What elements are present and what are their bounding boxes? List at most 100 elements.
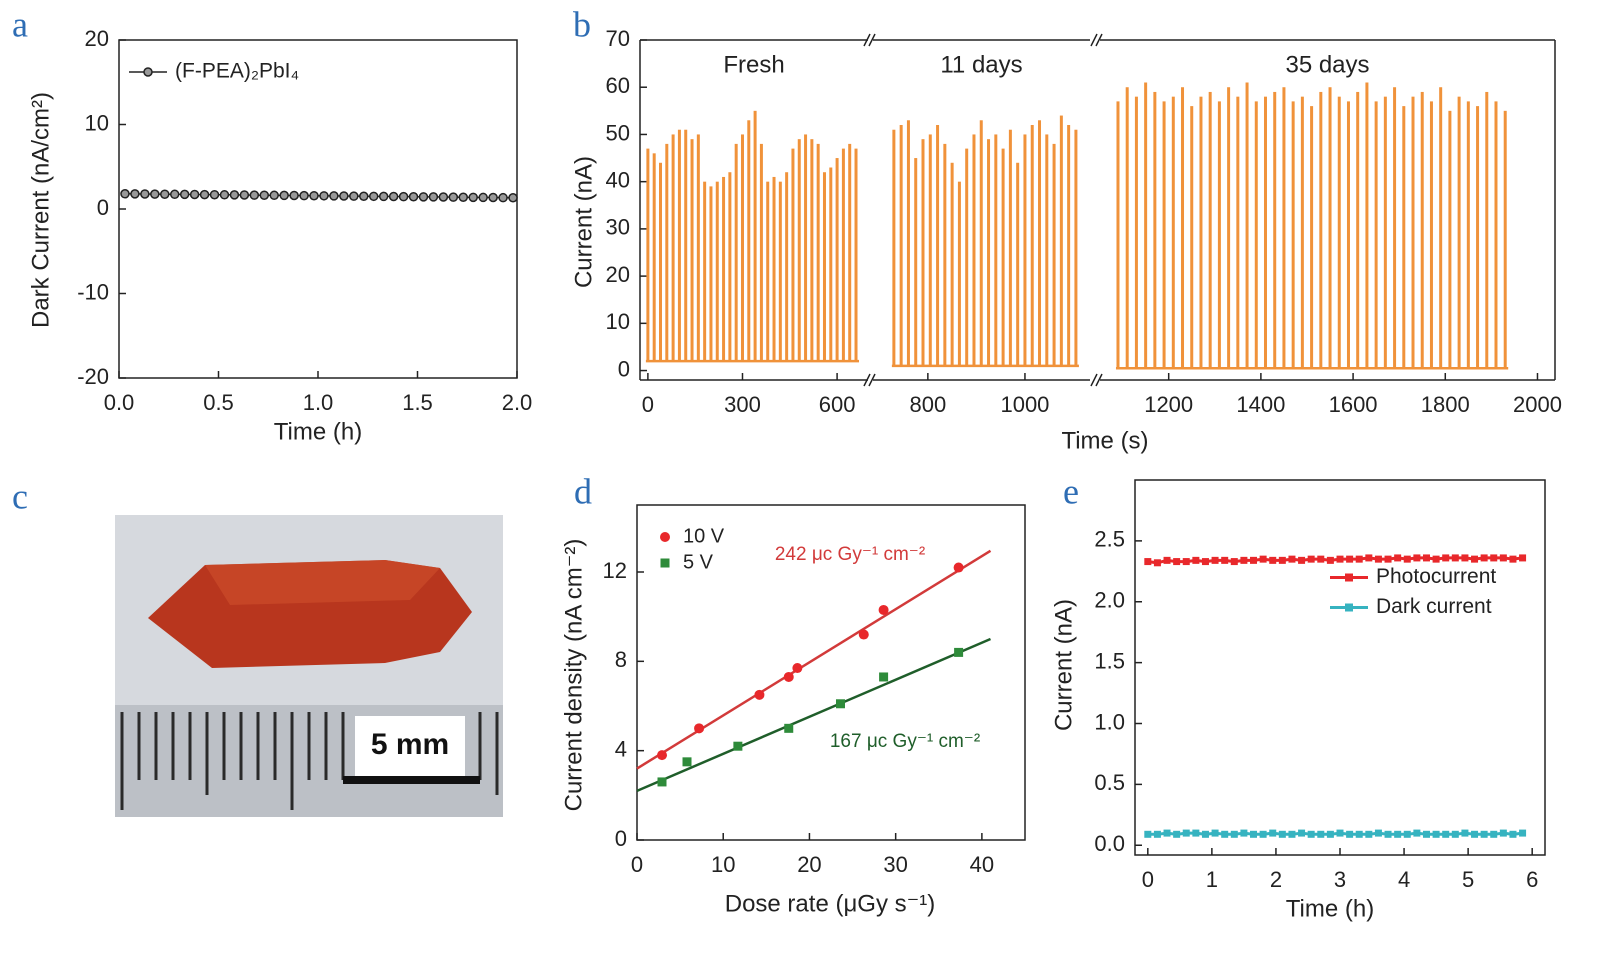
data-point	[279, 190, 289, 201]
panel-letter: b	[573, 4, 591, 44]
x-tick-label: 1800	[1421, 392, 1470, 417]
data-point	[130, 189, 140, 199]
data-point	[1480, 554, 1488, 562]
plot-frame	[118, 39, 518, 379]
x-tick-label: 4	[1398, 867, 1410, 892]
pulse	[1038, 120, 1042, 366]
data-point	[1499, 829, 1507, 837]
pulse	[1503, 110, 1507, 369]
data-point	[418, 192, 429, 202]
segment-label: 35 days	[1285, 51, 1369, 78]
data-point	[209, 189, 220, 200]
legend-label: Photocurrent	[1376, 565, 1496, 588]
data-point	[1240, 829, 1248, 837]
pulse	[785, 172, 789, 362]
pulse	[804, 134, 808, 362]
pulse	[1059, 115, 1063, 366]
data-point	[1519, 554, 1527, 562]
y-tick-label: 1.0	[1094, 709, 1125, 734]
pulse	[1208, 91, 1212, 369]
y-tick-label: 2.0	[1094, 588, 1125, 613]
data-point	[694, 723, 705, 734]
pulse	[1181, 87, 1185, 369]
pulse	[994, 134, 998, 366]
ruler-ticks	[120, 712, 499, 810]
data-point	[1201, 558, 1209, 566]
data-point	[783, 671, 794, 682]
pulse	[1291, 101, 1295, 369]
data-point	[1394, 554, 1402, 562]
data-point	[1442, 830, 1450, 838]
data-point	[682, 757, 692, 767]
data-point	[169, 189, 180, 200]
y-tick-label: 10	[85, 110, 109, 135]
data-point	[1451, 554, 1459, 562]
data-point	[179, 189, 190, 200]
axis-break	[1090, 33, 1098, 47]
data-point	[1326, 556, 1334, 564]
pulse	[1008, 129, 1012, 366]
x-tick-label: 30	[883, 852, 907, 877]
pulse	[690, 139, 694, 362]
y-axis-label: Current density (nA cm⁻²)	[560, 539, 587, 812]
pulse	[1144, 82, 1148, 369]
y-tick-label: 70	[606, 26, 630, 51]
pulse	[1134, 96, 1138, 369]
data-point	[835, 699, 845, 709]
pulse	[979, 120, 983, 366]
pulse	[684, 129, 688, 362]
data-point	[319, 191, 329, 201]
pulse	[772, 176, 776, 362]
data-point	[349, 191, 359, 201]
data-point	[1509, 830, 1517, 838]
legend-marker	[1345, 603, 1353, 612]
pulse	[778, 181, 782, 362]
plot-frame	[636, 504, 1026, 841]
data-point	[478, 192, 488, 203]
pulse	[766, 181, 770, 362]
pulse	[1402, 106, 1406, 369]
pulse	[1030, 125, 1034, 366]
pulse	[965, 148, 969, 366]
pulse	[1337, 96, 1341, 369]
data-point	[488, 192, 498, 203]
x-tick-label: 1600	[1329, 392, 1378, 417]
data-point	[1259, 830, 1267, 838]
data-point	[1422, 554, 1430, 562]
x-tick-label: 1	[1206, 867, 1218, 892]
data-point	[339, 191, 349, 201]
x-tick-label: 0	[642, 392, 654, 417]
pulse	[1190, 106, 1194, 369]
pulse	[1067, 125, 1071, 366]
y-tick-label: 12	[603, 558, 627, 583]
data-point	[1365, 830, 1373, 838]
series-line	[124, 193, 514, 199]
pulse	[671, 134, 675, 362]
pulse	[1494, 101, 1498, 369]
data-point	[1153, 559, 1161, 567]
pulse	[1217, 101, 1221, 369]
data-point	[219, 190, 230, 200]
pulse	[914, 158, 918, 366]
legend-label: 5 V	[683, 551, 714, 573]
x-tick-label: 0	[1142, 867, 1154, 892]
data-point	[508, 193, 518, 203]
y-tick-label: 1.5	[1094, 648, 1125, 673]
axis-break	[863, 33, 871, 47]
data-point	[1471, 830, 1479, 838]
series-line	[1147, 831, 1523, 836]
x-tick-label: 40	[970, 852, 994, 877]
data-point	[1230, 558, 1238, 566]
x-tick-label: 20	[797, 852, 821, 877]
data-point	[1307, 830, 1315, 838]
data-point	[1432, 830, 1440, 838]
data-point	[1278, 556, 1286, 564]
y-tick-label: 40	[606, 167, 630, 192]
pulse	[810, 139, 814, 362]
x-tick-label: 300	[724, 392, 761, 417]
data-point	[160, 189, 170, 199]
pulse	[1254, 101, 1258, 369]
axis-break	[1090, 373, 1098, 387]
pulse	[652, 153, 656, 362]
data-point	[368, 191, 379, 202]
